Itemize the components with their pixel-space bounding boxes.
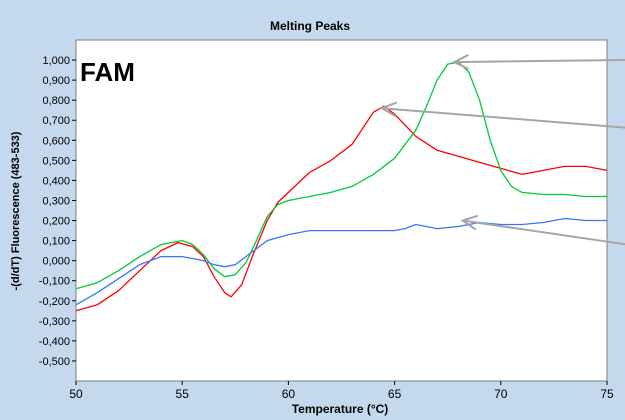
x-tick-label: 70	[494, 387, 508, 401]
y-tick-label: -0,100	[39, 276, 70, 288]
dye-label: FAM	[80, 57, 135, 87]
x-tick-label: 60	[282, 387, 296, 401]
y-tick-label: 0,700	[42, 115, 70, 127]
series-line-3	[75, 217, 607, 306]
tick-group: 1,000 0,900 0,800 0,700 0,600 0,500 0,400 0,300…	[39, 55, 614, 401]
plot-area	[75, 39, 608, 382]
y-tick-label: 0,000	[42, 256, 70, 268]
y-axis-label: -(d/dT) Fluorescence (483-533)	[10, 131, 22, 290]
annotation-arrow-line	[454, 59, 625, 64]
annotation-arrow-head	[451, 54, 469, 70]
chart-title: Melting Peaks	[270, 19, 350, 33]
series-line-2	[75, 61, 607, 290]
annotation-arrow-line	[381, 107, 625, 129]
y-axis-label-group: -(d/dT) Fluorescence (483-533)	[10, 131, 22, 290]
y-tick-label: 0,100	[42, 236, 70, 248]
x-tick-label: 55	[176, 387, 190, 401]
x-tick-label: 50	[69, 387, 83, 401]
y-tick-label: -0,300	[39, 316, 70, 328]
x-tick-label: 75	[600, 387, 614, 401]
y-tick-label: 0,200	[42, 216, 70, 228]
y-tick-label: 0,500	[42, 155, 70, 167]
y-tick-label: 0,400	[42, 175, 70, 187]
y-tick-label: 0,600	[42, 135, 70, 147]
y-tick-label: -0,400	[39, 336, 70, 348]
series-line-1	[75, 105, 608, 312]
x-tick-label: 65	[388, 387, 402, 401]
y-tick-label: 0,300	[42, 195, 70, 207]
annotation-arrow-line	[462, 219, 625, 246]
y-tick-label: -0,200	[39, 296, 70, 308]
y-tick-label: 0,900	[42, 75, 70, 87]
y-tick-label: 0,800	[42, 95, 70, 107]
annotation-arrow-head	[379, 101, 398, 118]
y-tick-label: -0,500	[39, 356, 70, 368]
x-axis-label: Temperature (°C)	[292, 402, 389, 416]
series-group	[75, 61, 608, 312]
y-tick-label: 1,000	[42, 55, 70, 67]
arrow-group	[379, 54, 625, 246]
annotation-arrow-head	[460, 214, 479, 231]
